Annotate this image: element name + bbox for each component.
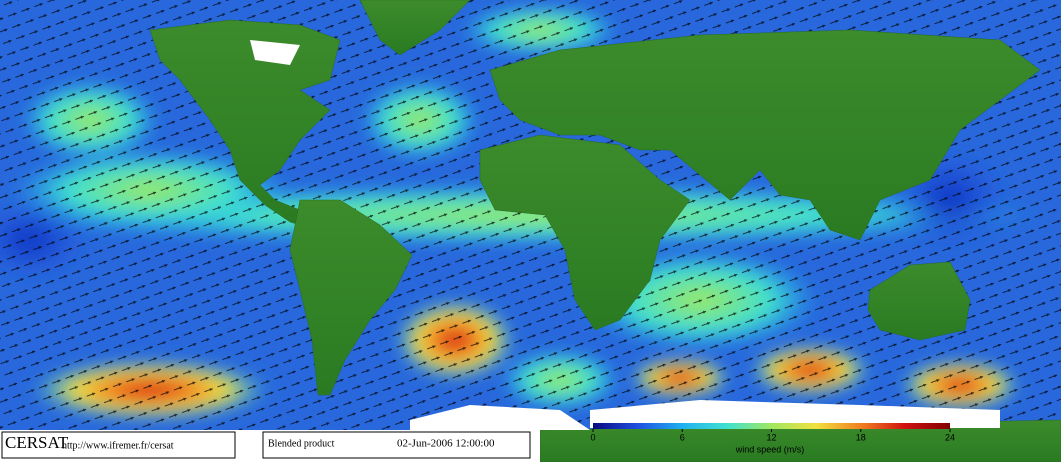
arctic-ice [250, 40, 300, 65]
colorbar-tick-label: 0 [590, 432, 595, 442]
product: Blended product [268, 438, 335, 449]
ice-shelf [410, 405, 590, 430]
colorbar-tick-label: 6 [680, 432, 685, 442]
colorbar-tick-label: 24 [945, 432, 955, 442]
south-america [289, 199, 413, 396]
australia [867, 261, 971, 341]
greenland [359, 0, 471, 56]
ice-shelf [590, 400, 1000, 428]
continents [149, 0, 1061, 462]
product-box [262, 431, 531, 459]
ice [250, 40, 1000, 430]
brand-box [1, 431, 236, 459]
eurasia [489, 29, 1041, 241]
africa [479, 134, 691, 331]
timestamp: 02-Jun-2006 12:00:00 [397, 438, 495, 450]
colorbar-tick-label: 12 [766, 432, 776, 442]
colorbar [593, 423, 950, 429]
north-america [149, 19, 341, 229]
colorbar-ticks: 0 6 12 18 24 [590, 429, 955, 442]
colorbar-label: wind speed (m/s) [735, 444, 805, 454]
colorbar-tick-label: 18 [856, 432, 866, 442]
url: http://www.ifremer.fr/cersat [62, 440, 174, 451]
brand: CERSAT [5, 433, 69, 452]
